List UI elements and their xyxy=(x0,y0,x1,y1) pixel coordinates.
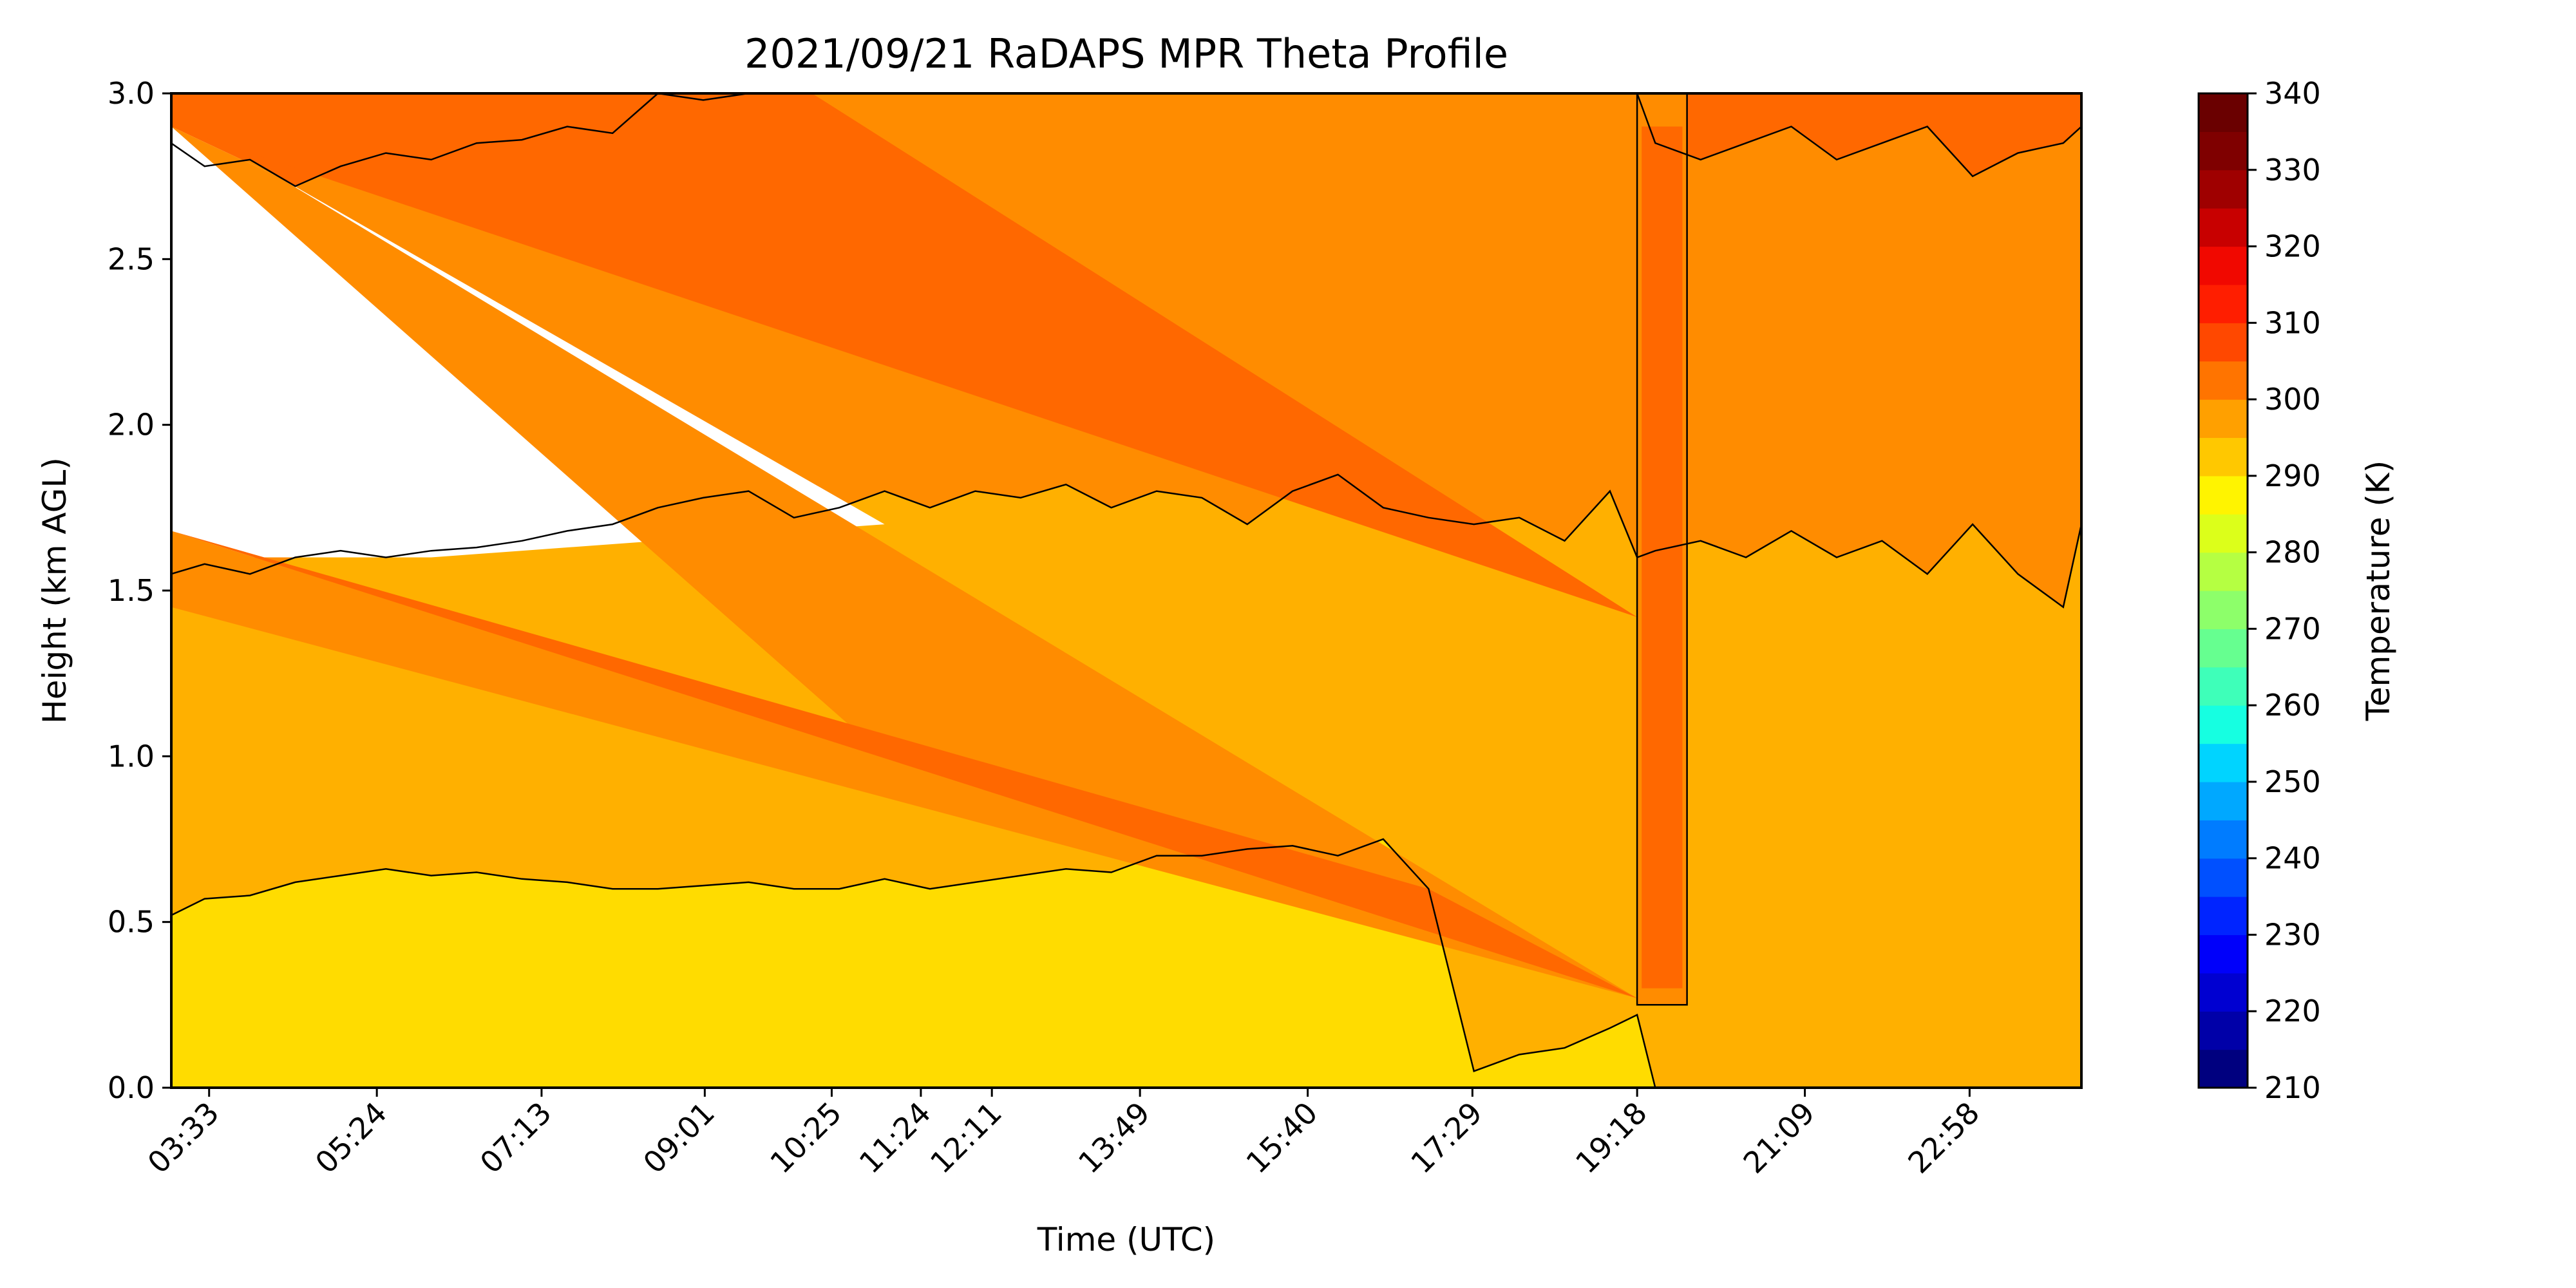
colorbar-swatch xyxy=(2199,552,2248,591)
colorbar-swatch xyxy=(2199,475,2248,515)
colorbar-tick-label: 320 xyxy=(2264,229,2321,264)
field-band-below-300 xyxy=(171,839,2081,1088)
colorbar-swatch xyxy=(2199,169,2248,209)
colorbar-tick-label: 230 xyxy=(2264,917,2321,952)
colorbar-swatch xyxy=(2199,399,2248,439)
contour-line xyxy=(171,838,2081,1088)
temperature-field xyxy=(171,93,2081,1088)
colorbar-tick-label: 250 xyxy=(2264,764,2321,799)
colorbar-swatch xyxy=(2199,934,2248,974)
colorbar-swatch xyxy=(2199,820,2248,859)
colorbar-tick-label: 290 xyxy=(2264,459,2321,493)
y-tick-label: 0.0 xyxy=(108,1070,155,1105)
colorbar-swatch xyxy=(2199,667,2248,706)
y-axis: 0.0 0.5 1.0 1.5 2.0 2.5 3.0 xyxy=(108,76,171,1105)
y-tick-label: 1.0 xyxy=(108,739,155,773)
colorbar-tick-label: 270 xyxy=(2264,611,2321,646)
colorbar-swatch xyxy=(2199,781,2248,820)
y-tick-label: 0.5 xyxy=(108,905,155,940)
colorbar-swatch xyxy=(2199,323,2248,362)
y-tick-label: 2.5 xyxy=(108,242,155,276)
colorbar-swatch xyxy=(2199,858,2248,897)
colorbar-swatch xyxy=(2199,743,2248,782)
y-tick-label: 3.0 xyxy=(108,76,155,111)
colorbar-swatch xyxy=(2199,972,2248,1012)
y-tick-label: 2.0 xyxy=(108,408,155,442)
colorbar-swatch xyxy=(2199,208,2248,247)
colorbar-label: Temperature (K) xyxy=(2360,460,2397,721)
colorbar-swatch xyxy=(2199,896,2248,936)
colorbar-tick-label: 300 xyxy=(2264,382,2321,417)
y-axis-label: Height (km AGL) xyxy=(36,457,73,724)
interpolation-wedge xyxy=(171,126,1638,998)
colorbar-swatch xyxy=(2199,284,2248,323)
chart-title: 2021/09/21 RaDAPS MPR Theta Profile xyxy=(744,30,1508,77)
colorbar-swatch xyxy=(2199,1011,2248,1050)
colorbar-tick-label: 310 xyxy=(2264,305,2321,340)
colorbar-swatch xyxy=(2199,93,2248,132)
contour-line xyxy=(171,93,2081,187)
colorbar-tick-label: 330 xyxy=(2264,153,2321,187)
colorbar-swatch xyxy=(2199,131,2248,171)
interpolation-wedge xyxy=(171,531,1638,998)
colorbar-tick-label: 340 xyxy=(2264,76,2321,111)
vertical-plume-core xyxy=(1642,126,1683,989)
interpolation-wedge xyxy=(171,93,1638,618)
contour-line xyxy=(171,473,2081,609)
colorbar-tick-label: 240 xyxy=(2264,841,2321,876)
colorbar-swatch xyxy=(2199,629,2248,668)
contour-lines xyxy=(171,93,2081,1088)
colorbar-tick-label: 280 xyxy=(2264,535,2321,570)
colorbar-swatch xyxy=(2199,514,2248,553)
y-tick-label: 1.5 xyxy=(108,573,155,608)
colorbar-swatch xyxy=(2199,591,2248,629)
colorbar-swatch xyxy=(2199,705,2248,744)
colorbar-swatch xyxy=(2199,437,2248,477)
colorbar-tick-label: 210 xyxy=(2264,1070,2321,1105)
x-axis-label: Time (UTC) xyxy=(1037,1221,1215,1258)
colorbar-swatch xyxy=(2199,246,2248,285)
interpolation-wedges xyxy=(171,93,1688,1006)
colorbar-frame xyxy=(2197,92,2249,1089)
colorbar-tick-label: 260 xyxy=(2264,688,2321,723)
interpolation-wedge xyxy=(171,531,1638,998)
plot-area xyxy=(171,93,2081,1088)
colorbar-tick-label: 220 xyxy=(2264,994,2321,1028)
colorbar-swatch xyxy=(2199,361,2248,400)
colorbar: 210 220 230 240 250 260 270 280 290 300 310 320 330 3… xyxy=(2197,76,2321,1105)
colorbar-swatch xyxy=(2199,1049,2248,1088)
